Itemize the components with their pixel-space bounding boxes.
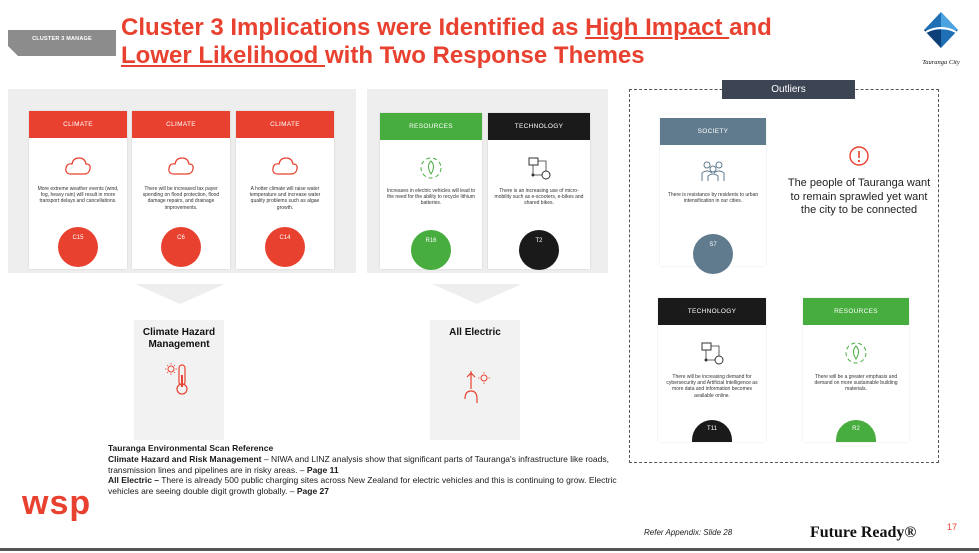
card-header: CLIMATE [29, 111, 127, 138]
card-code: S7 [693, 234, 733, 274]
card-header: CLIMATE [132, 111, 230, 138]
implication-card-c14: CLIMATE A hotter climate will raise wate… [236, 111, 334, 269]
card-text: A hotter climate will raise water temper… [249, 186, 321, 211]
outlier-note: The people of Tauranga want to remain sp… [784, 145, 934, 218]
card-code: T11 [692, 420, 732, 442]
cluster-tag: CLUSTER 3 MANAGE [8, 30, 116, 56]
network-icon [528, 157, 551, 180]
card-code: R2 [836, 420, 876, 442]
theme-label: All Electric [449, 327, 501, 338]
implication-card-c15: CLIMATE More extreme weather events (win… [29, 111, 127, 269]
cloud-icon [168, 157, 194, 175]
reference-block: Tauranga Environmental Scan Reference Cl… [108, 443, 628, 497]
card-code: T2 [519, 230, 559, 270]
cloud-icon [272, 157, 298, 175]
card-text: There will be increasing demand for cybe… [666, 374, 758, 399]
reference-item1-page: Page 11 [306, 464, 339, 475]
implication-card-r2: RESOURCES There will be a greater emphas… [803, 298, 909, 442]
implication-card-t11: TECHNOLOGY There will be increasing dema… [658, 298, 766, 442]
recycle-leaf-icon [845, 342, 867, 364]
implication-card-s7: SOCIETY There is resistance by residents… [660, 114, 766, 274]
theme-climate-hazard: Climate Hazard Management [134, 320, 224, 440]
slide-title: Cluster 3 Implications were Identified a… [121, 14, 772, 69]
reference-item1-text: – NIWA and LINZ analysis show that signi… [108, 453, 609, 475]
card-text: More extreme weather events (wind, fog, … [37, 186, 119, 205]
tauranga-logo: Tauranga City [912, 10, 970, 66]
wsp-logo: wsp [22, 484, 92, 522]
card-code: C15 [58, 227, 98, 267]
card-header: RESOURCES [380, 113, 482, 140]
card-text: There will be increased tax payer spendi… [142, 186, 220, 211]
footer-rule [0, 548, 979, 551]
theme-label: Climate Hazard Management [142, 327, 216, 350]
thermometer-sun-icon [165, 363, 188, 395]
alert-icon [849, 146, 869, 166]
reference-heading: Tauranga Environmental Scan Reference [108, 443, 274, 453]
reference-item2-text: There is already 500 public charging sit… [108, 475, 617, 497]
reference-item1-title: Climate Hazard and Risk Management [108, 453, 262, 464]
page-number: 17 [947, 522, 958, 532]
reference-item2-page: Page 27 [296, 486, 329, 497]
down-arrow [432, 284, 522, 304]
card-header: CLIMATE [236, 111, 334, 138]
theme-all-electric: All Electric [430, 320, 520, 440]
outliers-tab: Outliers [722, 80, 855, 99]
card-header: TECHNOLOGY [488, 113, 590, 140]
card-text: There is resistance by residents to urba… [667, 192, 759, 205]
electric-plug-icon [464, 371, 490, 403]
card-code: C6 [161, 227, 201, 267]
cloud-icon [65, 157, 91, 175]
implication-card-t2: TECHNOLOGY There is an increasing use of… [488, 113, 590, 270]
tauranga-diamond-icon [924, 12, 958, 48]
card-header: TECHNOLOGY [658, 298, 766, 325]
implication-card-c6: CLIMATE There will be increased tax paye… [132, 111, 230, 269]
network-icon [701, 342, 724, 365]
down-arrow [135, 284, 225, 304]
card-text: Increases in electric vehicles will lead… [386, 188, 476, 207]
future-ready-logo: Future Ready® [810, 524, 917, 541]
card-text: There is an increasing use of micro-mobi… [494, 188, 584, 207]
reference-item2-title: All Electric – [108, 475, 160, 486]
recycle-leaf-icon [420, 157, 442, 179]
logo-text: Tauranga City [922, 59, 960, 66]
people-icon [701, 161, 725, 181]
card-text: There will be a greater emphasis and dem… [814, 374, 898, 393]
implication-card-r16: RESOURCES Increases in electric vehicles… [380, 113, 482, 270]
appendix-note: Refer Appendix: Slide 28 [644, 528, 733, 537]
card-code: C14 [265, 227, 305, 267]
card-header: SOCIETY [660, 118, 766, 145]
outlier-note-text: The people of Tauranga want to remain sp… [787, 177, 931, 216]
card-code: R16 [411, 230, 451, 270]
card-header: RESOURCES [803, 298, 909, 325]
